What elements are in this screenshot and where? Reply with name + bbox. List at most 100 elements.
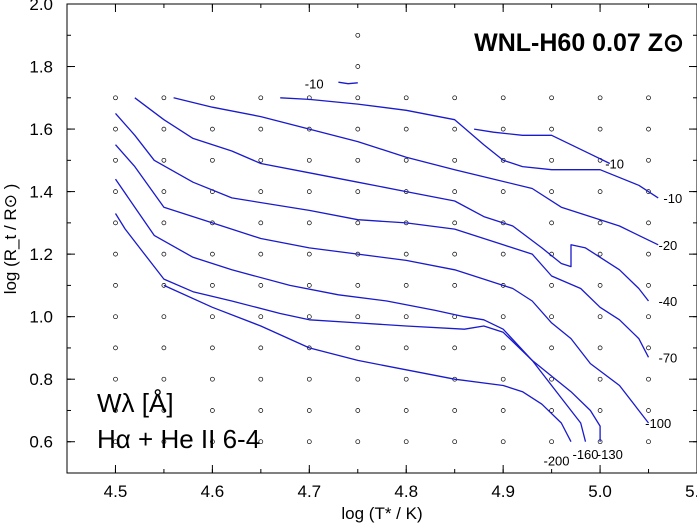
- model-point: [403, 345, 409, 351]
- model-point: [549, 314, 554, 320]
- model-point: [452, 220, 458, 226]
- model-point: [646, 314, 651, 320]
- model-point: [452, 408, 458, 413]
- model-point: [306, 283, 312, 288]
- model-point: [258, 376, 264, 382]
- model-point: [258, 157, 264, 163]
- legend-quantity: Wλ [Å]: [97, 388, 174, 418]
- model-point: [549, 408, 554, 413]
- model-point: [646, 408, 651, 413]
- x-axis-label: log (T* / K): [341, 504, 422, 523]
- contour-label: -10: [305, 77, 324, 92]
- model-point: [452, 283, 458, 288]
- model-point: [113, 126, 118, 132]
- x-axis-ticks: 4.5 4.6 4.7 4.8 4.9 5.0 5.1: [66, 4, 697, 501]
- contour-line: [163, 284, 572, 442]
- model-point: [452, 439, 458, 445]
- model-point: [258, 220, 264, 226]
- model-point: [258, 251, 264, 257]
- y-tick-label: 0.8: [29, 370, 53, 389]
- model-point: [113, 408, 118, 413]
- model-point: [161, 157, 167, 163]
- model-point: [355, 283, 361, 288]
- model-point: [210, 251, 215, 257]
- model-point: [113, 189, 118, 194]
- model-point: [597, 376, 603, 382]
- model-point: [500, 376, 506, 382]
- model-point: [306, 314, 312, 320]
- y-tick-label: 1.8: [29, 58, 53, 77]
- model-point: [403, 376, 409, 382]
- model-point: [646, 220, 651, 226]
- model-point: [403, 95, 409, 101]
- contour-line: [338, 81, 358, 85]
- plot-frame: [66, 3, 697, 474]
- model-point: [355, 126, 361, 132]
- x-tick-label: 4.6: [201, 482, 225, 501]
- model-point: [161, 283, 167, 288]
- contour-lines: [114, 81, 659, 442]
- model-point: [549, 157, 554, 163]
- model-point: [452, 126, 458, 132]
- x-tick-label: 5.1: [685, 482, 697, 501]
- contour-line: [114, 178, 601, 442]
- x-tick-label: 4.5: [104, 482, 128, 501]
- model-point: [306, 376, 312, 382]
- contour-label: -200: [543, 454, 569, 469]
- model-point: [549, 95, 554, 101]
- model-point: [646, 126, 651, 132]
- model-point: [549, 439, 554, 445]
- contour-line: [115, 144, 650, 424]
- model-point: [549, 220, 554, 226]
- model-point: [355, 345, 361, 351]
- model-point: [646, 189, 651, 194]
- model-point: [403, 314, 409, 320]
- model-point: [452, 251, 458, 257]
- model-point: [210, 157, 215, 163]
- model-point: [646, 95, 651, 101]
- model-point: [210, 408, 215, 413]
- model-point: [306, 220, 312, 226]
- model-point: [355, 189, 361, 194]
- model-point: [258, 189, 264, 194]
- model-point: [646, 157, 651, 163]
- model-point: [500, 189, 506, 194]
- model-point: [161, 95, 167, 101]
- model-point: [306, 157, 312, 163]
- contour-label: -130: [597, 447, 623, 462]
- contour-label: -10: [663, 191, 682, 206]
- model-point: [549, 345, 554, 351]
- model-point: [500, 126, 506, 132]
- model-point: [161, 251, 167, 257]
- model-point: [452, 95, 458, 101]
- model-point: [306, 408, 312, 413]
- model-point: [113, 251, 118, 257]
- model-point: [355, 408, 361, 413]
- model-point: [161, 376, 167, 382]
- model-point: [113, 283, 118, 288]
- model-point: [500, 345, 506, 351]
- contour-line: [280, 97, 659, 199]
- model-point: [113, 220, 118, 226]
- model-point: [549, 126, 554, 132]
- model-point: [403, 439, 409, 445]
- model-point: [258, 345, 264, 351]
- contour-line: [114, 213, 587, 442]
- model-point: [161, 439, 167, 445]
- y-tick-label: 1.6: [29, 120, 53, 139]
- model-point: [258, 283, 264, 288]
- model-point: [500, 251, 506, 257]
- model-point: [597, 220, 603, 226]
- contour-labels: -10 -10 -10 -20 -40 -70 -100 -130-160-200: [305, 77, 682, 469]
- model-point: [355, 32, 361, 38]
- model-point: [161, 314, 167, 320]
- model-point: [355, 220, 361, 226]
- x-tick-label: 4.7: [297, 482, 321, 501]
- model-point: [500, 408, 506, 413]
- legend-line: Hα + He II 6-4: [97, 424, 260, 454]
- model-point: [161, 345, 167, 351]
- model-point: [161, 220, 167, 226]
- contour-label: -70: [659, 350, 678, 365]
- model-point: [597, 126, 603, 132]
- x-tick-label: 4.8: [394, 482, 418, 501]
